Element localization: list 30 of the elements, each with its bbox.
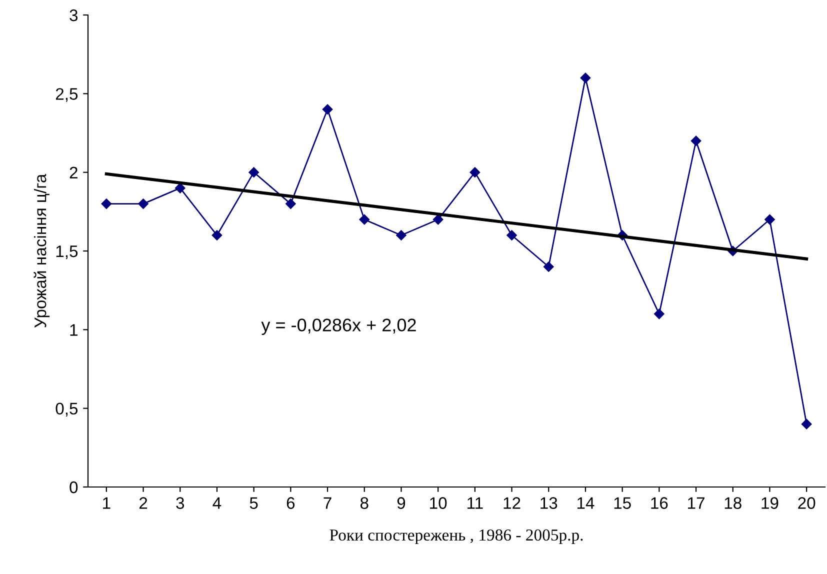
y-tick-label: 1,5 — [56, 246, 78, 260]
x-tick-label: 16 — [651, 497, 668, 509]
y-tick-label: 0 — [70, 481, 78, 494]
x-tick-label: 10 — [430, 497, 447, 509]
x-tick-label: 14 — [577, 497, 594, 509]
x-tick-label: 5 — [250, 497, 258, 509]
x-tick-label: 15 — [614, 497, 631, 509]
y-tick-label: 1 — [70, 324, 78, 336]
x-tick-label: 7 — [324, 497, 332, 509]
x-tick-label: 1 — [103, 497, 110, 509]
x-tick-label: 2 — [139, 497, 148, 509]
annotation: y = -0,0286x + 2,02 — [261, 318, 416, 335]
x-tick-label: 18 — [724, 497, 742, 509]
x-tick-label: 20 — [798, 497, 816, 509]
y-axis-title: Урожай насіння ц/га — [34, 174, 50, 328]
x-tick-label: 3 — [176, 497, 184, 509]
y-tick-label: 0,5 — [56, 402, 78, 417]
x-tick-label: 17 — [688, 497, 704, 509]
y-tick-label: 2,5 — [56, 88, 78, 102]
x-axis-title: Роки спостережень , 1986 - 2005р.р. — [330, 529, 583, 544]
x-tick-label: 6 — [286, 497, 295, 509]
x-tick-label: 9 — [397, 497, 406, 509]
x-tick-label: 8 — [360, 497, 368, 509]
y-tick-label: 2 — [70, 166, 78, 178]
y-tick-label: 3 — [70, 9, 78, 22]
x-tick-label: 12 — [504, 497, 520, 509]
x-tick-label: 4 — [212, 497, 222, 509]
x-tick-label: 13 — [540, 497, 558, 509]
x-tick-label: 19 — [762, 497, 778, 509]
x-tick-label: 11 — [468, 497, 483, 509]
